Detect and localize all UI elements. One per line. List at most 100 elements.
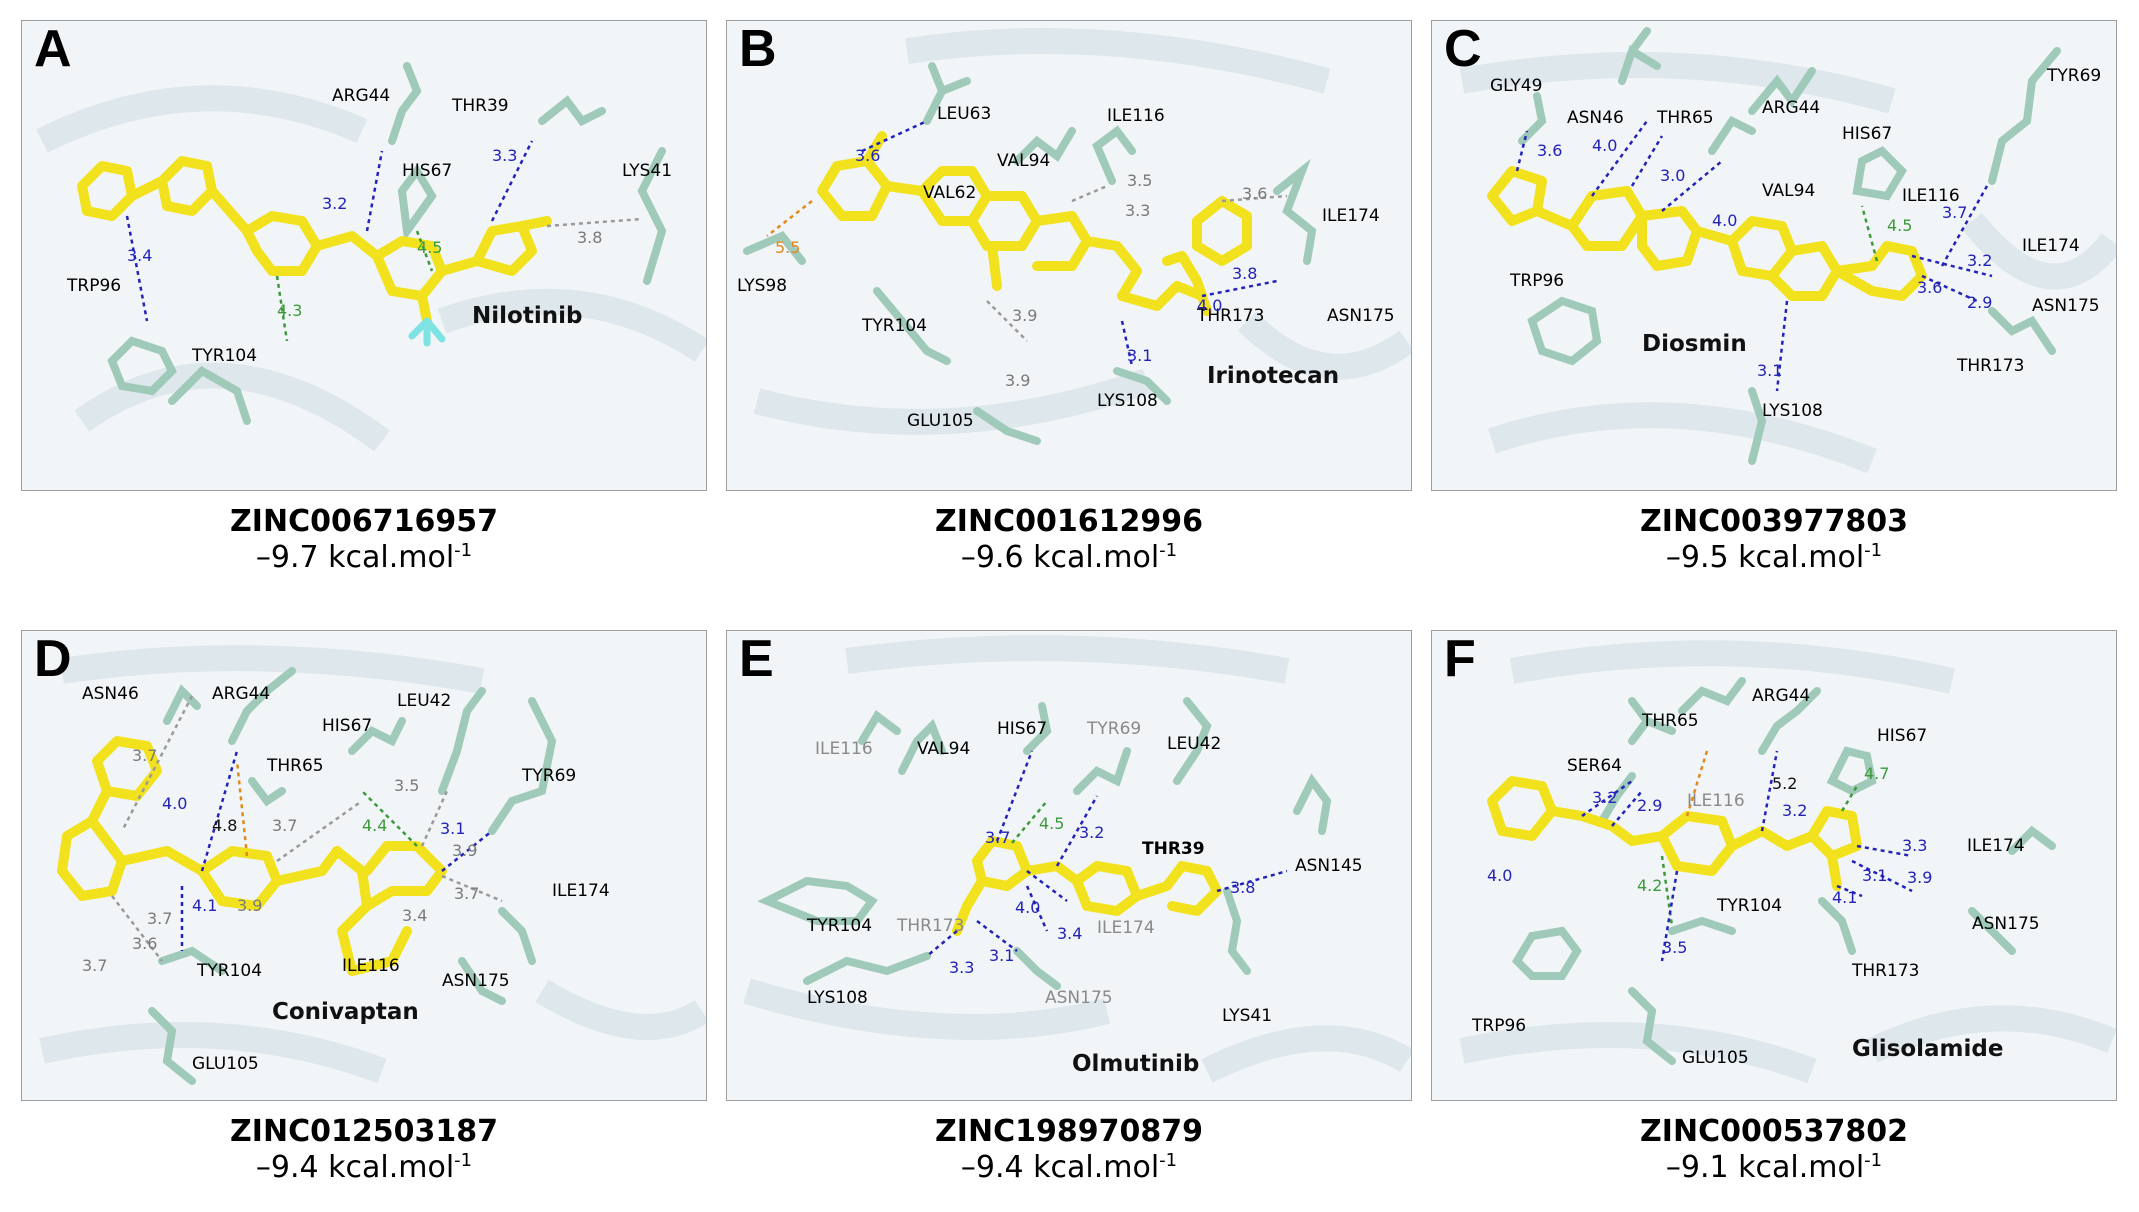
cation-line: [1685, 750, 1709, 817]
residue-label: ASN46: [1567, 108, 1624, 128]
residue-stick: [248, 777, 286, 807]
residue-stick: [923, 62, 971, 125]
ribbon: [535, 979, 706, 1040]
ligand-stick: [862, 131, 927, 196]
panel-a: ARG44 THR39 LYS41 HIS67 TRP96 TYR104 3.2…: [21, 20, 707, 491]
residue-label: HIS67: [1842, 124, 1892, 144]
residue-label: HIS67: [402, 161, 452, 181]
panel-e-scene: ILE116 VAL94 HIS67 TYR69 LEU42 THR39 ASN…: [743, 635, 1411, 1083]
pi-stack-line: [1011, 800, 1048, 844]
binding-energy: –9.1 kcal.mol-1: [1665, 1150, 1883, 1185]
ribbon: [36, 85, 368, 153]
hbond-line: [861, 119, 928, 153]
ribbon: [743, 978, 1111, 1040]
hydrophobic-line: [1071, 184, 1108, 203]
hydrophobic-line: [111, 895, 163, 962]
distance-label: 3.9: [452, 841, 477, 860]
distance-label: 3.9: [237, 896, 262, 915]
ligand-stick: [1117, 281, 1207, 311]
ligand-stick: [417, 291, 432, 326]
ligand-stick: [77, 161, 137, 221]
residue-label: TRP96: [66, 276, 121, 296]
ligand-stick: [242, 211, 322, 276]
residue-stick: [107, 336, 177, 396]
ligand-stick: [87, 786, 112, 826]
residue-label: TYR104: [1716, 896, 1782, 916]
residue-label: THR65: [1656, 108, 1714, 128]
caption-f: ZINC000537802 –9.1 kcal.mol-1: [1431, 1114, 2117, 1186]
distance-label: 4.5: [417, 238, 442, 257]
residue-stick: [637, 147, 667, 285]
distance-label: 3.2: [1782, 801, 1807, 820]
residue-label: VAL94: [1762, 181, 1815, 201]
residue-stick: [2008, 825, 2056, 855]
ribbon: [437, 288, 706, 362]
residue-label: TYR69: [1086, 719, 1141, 739]
residue-label: ASN175: [1972, 914, 2040, 934]
distance-label: 3.1: [989, 946, 1014, 965]
residue-label: ILE116: [815, 739, 873, 759]
ligand-stick: [817, 156, 892, 221]
residue-label: TRP96: [1509, 271, 1564, 291]
pi-stack-line: [275, 275, 289, 342]
hbond-line: [976, 920, 1018, 952]
fluorine-stick: [408, 317, 446, 347]
panel-letter: A: [34, 20, 72, 78]
ligand-stick: [1727, 826, 1817, 851]
residue-stick: [1598, 772, 1636, 825]
hbond-line: [365, 150, 384, 232]
cation-line: [235, 760, 249, 857]
residue-stick: [743, 231, 806, 265]
residue-stick: [1628, 987, 1676, 1065]
residue-stick: [1758, 687, 1821, 755]
distance-label: 3.4: [402, 906, 427, 925]
ribbon: [1961, 212, 2116, 290]
ribbon: [1459, 52, 1896, 114]
distance-label: 3.3: [1902, 836, 1927, 855]
ligand-stick: [1767, 241, 1842, 301]
residue-stick: [388, 62, 422, 145]
residue-stick: [1628, 697, 1676, 745]
ligand-stick: [1487, 166, 1547, 226]
ribbon: [1509, 640, 1955, 694]
hbond-line: [1026, 870, 1068, 902]
hbond-line: [1515, 130, 1529, 172]
residue-stick: [163, 684, 201, 725]
panel-b-scene: LEU63 VAL94 ILE116 VAL62 ILE174 LYS98 TY…: [737, 28, 1411, 445]
hbond-line: [995, 750, 1034, 842]
residue-label: TYR104: [806, 916, 872, 936]
residue-stick: [1293, 773, 1332, 835]
distance-label: 4.0: [1712, 211, 1737, 230]
distance-label: 3.9: [1012, 306, 1037, 325]
distance-label: 3.2: [322, 194, 347, 213]
residue-label: SER64: [1567, 756, 1622, 776]
distance-label: 4.1: [192, 896, 217, 915]
residue-label: ARG44: [332, 86, 390, 106]
ligand-stick: [1832, 241, 1927, 301]
residue-stick: [1023, 702, 1052, 755]
caption-a: ZINC006716957 –9.7 kcal.mol-1: [21, 504, 707, 576]
drug-name: Nilotinib: [472, 303, 582, 329]
residue-label: THR65: [1641, 711, 1699, 731]
residue-stick: [1013, 947, 1061, 990]
drug-name: Diosmin: [1642, 331, 1747, 357]
ligand-stick: [272, 846, 342, 886]
panel-letter: D: [34, 630, 72, 688]
ribbon: [1487, 402, 1877, 474]
distance-label: 3.5: [1127, 171, 1152, 190]
residue-stick: [1618, 27, 1661, 85]
hbond-line: [1921, 274, 1978, 303]
distance-label: 3.9: [1907, 868, 1932, 887]
zinc-id: ZINC000537802: [1640, 1114, 1908, 1149]
ligand-stick: [127, 176, 252, 236]
distance-label: 3.7: [1942, 203, 1967, 222]
residue-label: ASN175: [1045, 988, 1113, 1008]
ligand-stick: [1192, 196, 1252, 266]
hbond-line: [926, 930, 958, 957]
ligand-stick: [1827, 851, 1842, 891]
binding-energy: –9.4 kcal.mol-1: [255, 1150, 473, 1185]
residue-label: VAL94: [917, 739, 970, 759]
distance-label: 3.9: [1005, 371, 1030, 390]
residue-stick: [1073, 747, 1131, 795]
residue-stick: [348, 717, 406, 755]
